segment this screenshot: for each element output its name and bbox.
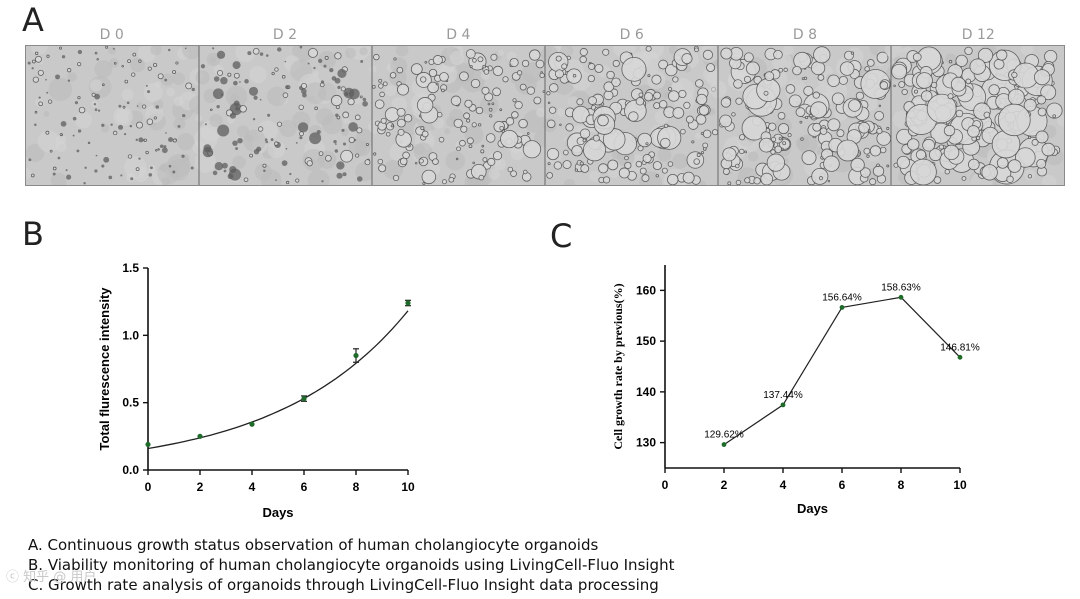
growth-rate-chart: 0 2 4 6 8 10 130 140 150 160 129.62% 137.44% 156.64%…	[611, 265, 980, 516]
x-tick-label: 8	[353, 480, 360, 494]
data-label: 137.44%	[763, 390, 803, 401]
y-tick-label: 0.5	[122, 396, 139, 410]
y-tick-label: 1.0	[122, 328, 139, 342]
y-axis-title: Cell growth rate by previous(%)	[611, 283, 625, 449]
fit-curve	[147, 310, 409, 450]
x-tick-label: 0	[145, 480, 152, 494]
watermark: ⓒ 知乎 @ 用户	[6, 570, 97, 585]
micrograph-tile	[884, 46, 1064, 185]
data-point	[301, 396, 307, 402]
day-label: D 0	[99, 27, 124, 43]
day-label: D 8	[792, 27, 818, 43]
day-label: D 6	[619, 27, 644, 43]
x-tick-label: 6	[301, 480, 308, 494]
micrograph-strip	[25, 45, 1065, 186]
data-point	[957, 354, 963, 360]
x-tick-label: 4	[249, 480, 256, 494]
panel-c-letter: C	[550, 217, 573, 255]
x-tick-label: 0	[662, 478, 669, 492]
caption-a: A. Continuous growth status observation …	[28, 536, 599, 554]
panel-b-letter: B	[22, 215, 44, 253]
y-tick-label: 150	[636, 334, 656, 348]
x-tick-label: 10	[401, 480, 415, 494]
x-tick-label: 4	[780, 478, 787, 492]
x-tick-label: 2	[197, 480, 204, 494]
series-line	[723, 296, 961, 446]
y-axis-title: Total flurescence intensity	[97, 287, 112, 451]
data-point	[721, 442, 727, 447]
micrograph-tile	[368, 46, 552, 185]
data-point	[145, 441, 151, 448]
day-label: D 2	[272, 27, 298, 43]
data-point	[405, 300, 411, 306]
caption-c: C. Growth rate analysis of organoids thr…	[28, 576, 659, 594]
data-point	[249, 421, 255, 427]
data-point	[780, 402, 786, 408]
data-label: 146.81%	[940, 342, 980, 353]
caption-b: B. Viability monitoring of human cholang…	[28, 556, 675, 574]
x-axis-title: Days	[797, 501, 828, 516]
micrograph-tile	[540, 46, 723, 185]
y-tick-label: 130	[636, 436, 656, 450]
data-label: 129.62%	[704, 430, 744, 441]
micrograph-tile	[192, 46, 375, 185]
y-tick-label: 1.5	[122, 261, 139, 275]
x-axis-title: Days	[262, 505, 293, 520]
data-point	[353, 352, 359, 359]
data-label: 158.63%	[881, 282, 921, 293]
y-tick-label: 160	[636, 283, 656, 297]
y-tick-label: 0.0	[122, 463, 139, 477]
x-tick-label: 6	[839, 478, 846, 492]
micrograph-tile	[709, 46, 896, 185]
x-tick-label: 2	[721, 478, 728, 492]
y-tick-label: 140	[636, 385, 656, 399]
fluorescence-chart: 0 2 4 6 8 10 0.0 0.5 1.0 1.5 Days Total flurescence…	[97, 261, 415, 520]
x-tick-label: 10	[953, 478, 967, 492]
day-label: D 12	[961, 27, 995, 43]
data-label: 156.64%	[822, 292, 862, 303]
data-point	[839, 305, 845, 310]
x-tick-label: 8	[898, 478, 905, 492]
data-point	[898, 294, 904, 300]
panel-a-letter: A	[22, 1, 44, 39]
micrograph-tile	[26, 46, 208, 185]
data-point	[197, 433, 203, 439]
day-label: D 4	[446, 27, 471, 43]
